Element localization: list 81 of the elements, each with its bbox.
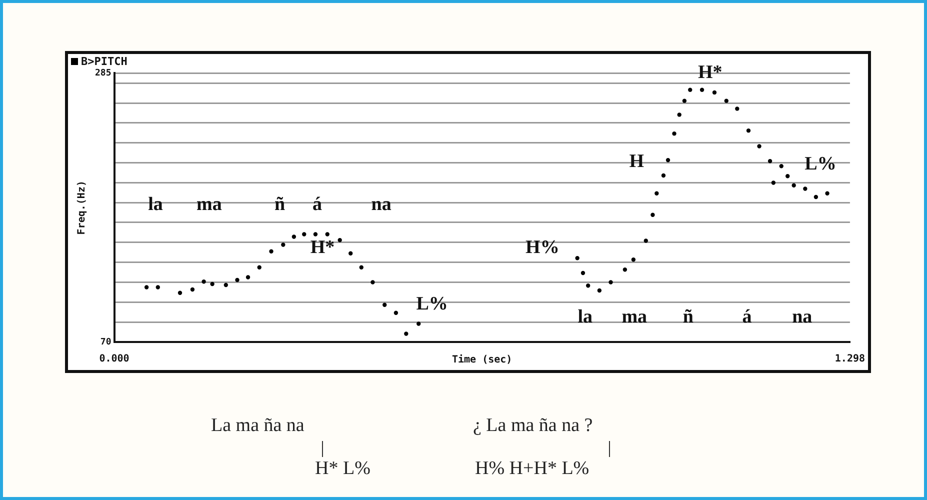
chart-title: B>PITCH (81, 55, 128, 68)
point (156, 285, 160, 290)
point (597, 288, 602, 293)
point (654, 191, 659, 196)
annotation: na (371, 194, 392, 215)
point (359, 265, 364, 270)
y-tick-label: 285 (94, 68, 112, 79)
text: H* L% (315, 458, 370, 480)
point (661, 173, 666, 178)
annotation: á (312, 194, 323, 215)
point (224, 282, 228, 288)
point (210, 282, 214, 286)
point (825, 191, 830, 196)
point (746, 128, 751, 133)
point (792, 183, 796, 188)
point (786, 174, 790, 178)
y-tick-label: 70 (100, 337, 112, 348)
annotation: H* (698, 62, 722, 84)
point (768, 158, 772, 164)
point (144, 285, 149, 290)
x-tick-label: 0.000 (99, 354, 130, 365)
point (178, 290, 182, 295)
annotation: H% (526, 236, 560, 258)
point (688, 88, 692, 92)
point (672, 131, 676, 136)
annotation: L% (416, 293, 448, 314)
point (712, 90, 717, 95)
point (370, 280, 375, 284)
point (682, 98, 687, 103)
text: ¿ La ma ña na ? (473, 415, 593, 437)
point (622, 268, 628, 272)
point (575, 256, 580, 260)
annotation: ma (196, 194, 222, 215)
point (292, 234, 296, 239)
point (246, 275, 250, 280)
text: H% H+H* L% (475, 458, 590, 480)
point (348, 251, 353, 256)
point (779, 164, 784, 168)
point (735, 106, 740, 111)
point (313, 232, 318, 236)
point (757, 144, 762, 148)
annotation: ñ (682, 306, 694, 328)
point (586, 284, 590, 288)
point (202, 280, 206, 284)
point (394, 310, 398, 315)
point (416, 322, 421, 326)
point (235, 278, 240, 282)
x-tick-label: 1.298 (834, 354, 866, 365)
annotation: ñ (274, 194, 286, 215)
point (404, 332, 408, 336)
point (724, 98, 728, 103)
point (580, 270, 586, 276)
point (190, 287, 195, 292)
point (325, 232, 330, 236)
point (644, 238, 648, 243)
point (650, 212, 655, 217)
point (302, 232, 306, 236)
annotation: á (742, 306, 752, 328)
annotation: ma (622, 306, 648, 328)
point (269, 249, 274, 254)
point (666, 158, 670, 162)
annotation: H* (310, 236, 335, 258)
point (608, 280, 613, 284)
point (814, 194, 818, 200)
point (257, 265, 262, 270)
annotation: la (578, 306, 593, 328)
x-axis-title: Time (sec) (452, 354, 512, 366)
y-axis-title: Freq.(Hz) (76, 180, 88, 235)
annotation: L% (804, 154, 836, 174)
annotation: H (629, 150, 644, 172)
point (700, 88, 704, 92)
annotation: na (792, 306, 813, 328)
point (382, 302, 387, 307)
point (677, 112, 682, 117)
point (803, 186, 808, 191)
point (338, 238, 342, 242)
point (771, 180, 776, 185)
annotation: la (148, 194, 164, 215)
point (281, 242, 286, 247)
text: La ma ña na (211, 415, 304, 437)
point (631, 258, 636, 262)
